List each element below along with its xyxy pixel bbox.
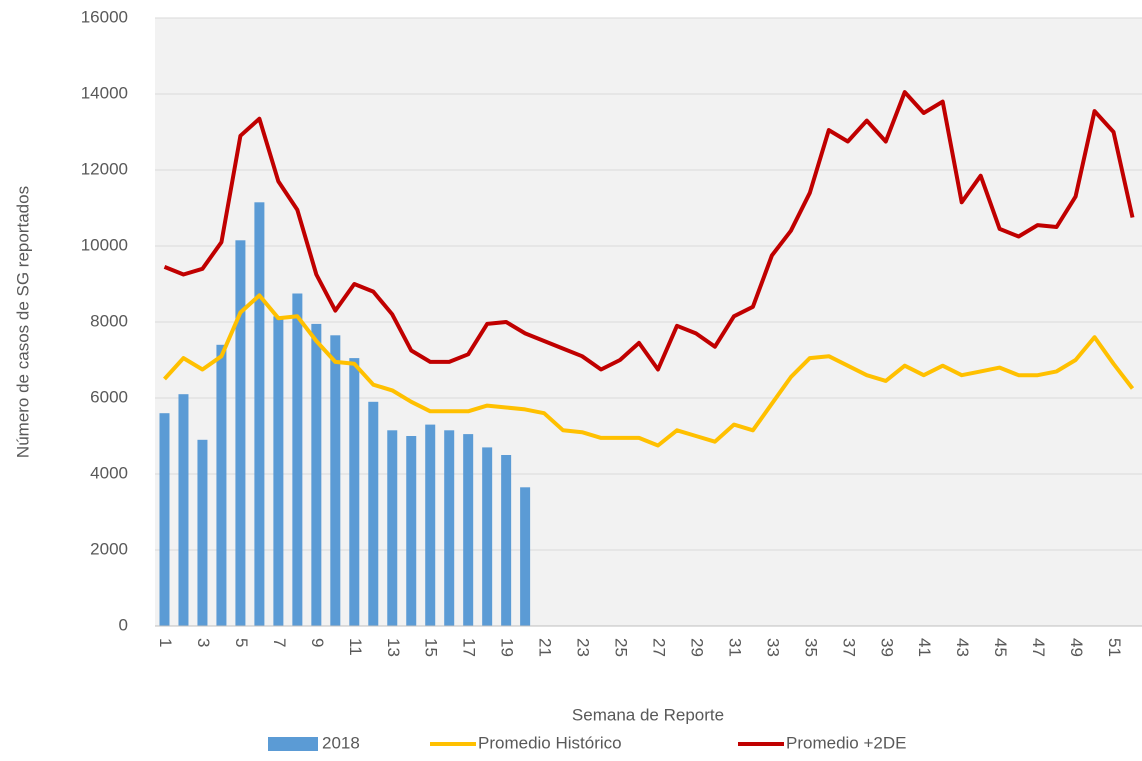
y-tick-label: 10000 [81, 235, 128, 254]
bar [349, 358, 360, 626]
legend-label: Promedio Histórico [478, 733, 622, 752]
x-tick-label: 23 [574, 638, 593, 657]
y-tick-label: 6000 [90, 387, 128, 406]
bar [501, 455, 512, 626]
x-tick-label: 43 [953, 638, 972, 657]
y-tick-label: 4000 [90, 463, 128, 482]
bar [482, 447, 493, 626]
bar [197, 439, 208, 626]
x-tick-label: 13 [384, 638, 403, 657]
x-tick-label: 9 [308, 638, 327, 647]
x-tick-label: 51 [1105, 638, 1124, 657]
bar [387, 430, 398, 626]
bar [520, 487, 531, 626]
bar [368, 401, 379, 626]
bar [178, 394, 189, 626]
legend-swatch [268, 737, 318, 751]
bar [444, 430, 455, 626]
x-axis-title: Semana de Reporte [572, 705, 724, 724]
x-tick-label: 31 [725, 638, 744, 657]
bar [406, 436, 417, 626]
x-tick-label: 39 [877, 638, 896, 657]
y-tick-label: 8000 [90, 311, 128, 330]
line [163, 90, 1135, 372]
y-tick-label: 12000 [81, 159, 128, 178]
x-tick-label: 15 [422, 638, 441, 657]
x-tick-label: 21 [536, 638, 555, 657]
y-tick-label: 2000 [90, 539, 128, 558]
x-tick-label: 1 [156, 638, 175, 647]
bar [425, 424, 436, 626]
x-tick-label: 19 [498, 638, 517, 657]
x-tick-label: 25 [612, 638, 631, 657]
bar [273, 316, 284, 626]
bar [216, 344, 227, 626]
x-tick-label: 45 [991, 638, 1010, 657]
line [163, 293, 1135, 448]
y-tick-label: 0 [119, 615, 128, 634]
y-tick-label: 14000 [81, 83, 128, 102]
x-tick-label: 35 [801, 638, 820, 657]
x-tick-label: 49 [1067, 638, 1086, 657]
x-tick-label: 7 [270, 638, 289, 647]
bar [292, 293, 303, 626]
x-tick-label: 5 [232, 638, 251, 647]
y-tick-label: 16000 [81, 7, 128, 26]
x-tick-label: 11 [346, 638, 365, 656]
x-tick-label: 41 [915, 638, 934, 657]
legend-label: 2018 [322, 733, 360, 752]
bar [235, 240, 246, 627]
x-tick-label: 47 [1029, 638, 1048, 657]
bar [463, 434, 474, 626]
bar [311, 323, 322, 626]
bar [159, 413, 170, 626]
x-tick-label: 29 [687, 638, 706, 657]
x-tick-label: 27 [650, 638, 669, 657]
bar [254, 202, 265, 627]
bar [330, 335, 341, 626]
y-axis-title: Número de casos de SG reportados [13, 186, 32, 458]
x-tick-label: 33 [763, 638, 782, 657]
x-tick-label: 17 [460, 638, 479, 657]
legend-label: Promedio +2DE [786, 733, 906, 752]
x-tick-label: 3 [194, 638, 213, 647]
x-tick-label: 37 [839, 638, 858, 657]
